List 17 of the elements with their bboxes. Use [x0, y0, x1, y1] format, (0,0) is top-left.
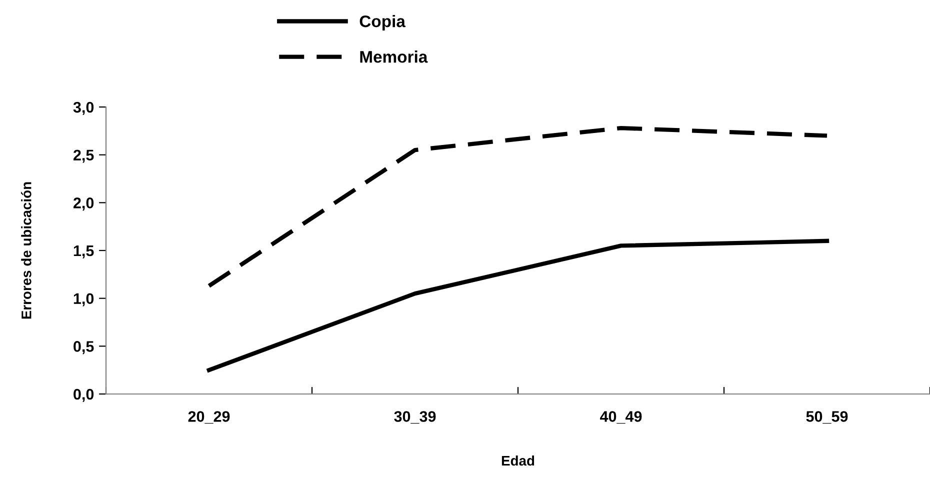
line-series: [206, 238, 830, 372]
y-tick-label: 1,5: [74, 246, 94, 258]
line-series: [206, 126, 830, 288]
y-tick-label: 0,5: [74, 341, 94, 354]
y-tick-label: 3,0: [73, 102, 94, 115]
x-tick-label: 30_39: [394, 411, 436, 424]
legend-label: Memoria: [360, 50, 428, 63]
y-tick-label: 1,0: [74, 293, 94, 306]
y-axis-title: Errores de ubicación: [21, 182, 32, 319]
x-tick-label: 50_59: [806, 411, 848, 424]
x-tick-label: 20_29: [188, 411, 230, 424]
y-tick-label: 2,5: [73, 150, 94, 163]
legend-label: Copia: [360, 15, 406, 31]
x-tick-label: 40_49: [600, 411, 642, 424]
x-axis-title: Edad: [502, 455, 534, 466]
y-tick-label: 2,0: [73, 198, 94, 211]
y-tick-label: 0,0: [74, 388, 94, 402]
